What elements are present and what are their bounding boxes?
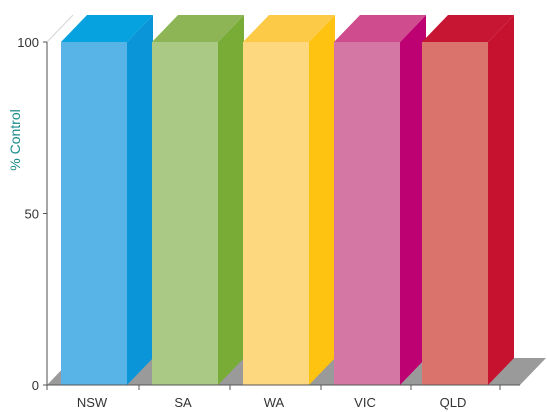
bar-side <box>309 15 335 385</box>
bar-top <box>243 15 335 42</box>
x-axis: NSW SA WA VIC QLD <box>46 384 520 410</box>
bar-top <box>422 15 514 42</box>
x-tick-label: NSW <box>77 395 108 410</box>
bar-front <box>243 42 309 385</box>
bar-front <box>152 42 218 385</box>
x-tick-label: VIC <box>354 395 376 410</box>
y-tick-label: 0 <box>32 378 39 393</box>
bar-side <box>127 15 153 385</box>
x-tick-label: WA <box>264 395 285 410</box>
bar-front <box>422 42 488 385</box>
y-axis-label: % Control <box>7 109 23 170</box>
bar-nsw <box>61 15 153 385</box>
bar-sa <box>152 15 244 385</box>
bar-vic <box>334 15 426 385</box>
bar-side <box>400 15 426 385</box>
bar-front <box>334 42 400 385</box>
bar-front <box>61 42 127 385</box>
bar-side <box>488 15 514 385</box>
bar-side <box>218 15 244 385</box>
bar-wa <box>243 15 335 385</box>
y-axis: 0 50 100 <box>17 35 48 393</box>
x-tick-label: SA <box>174 395 192 410</box>
bar-qld <box>422 15 514 385</box>
bar-top <box>61 15 153 42</box>
bars-group <box>61 15 514 385</box>
y-tick-label: 100 <box>17 35 39 50</box>
y-tick-label: 50 <box>25 207 39 222</box>
x-tick-label: QLD <box>440 395 467 410</box>
bar-top <box>152 15 244 42</box>
bar-top <box>334 15 426 42</box>
